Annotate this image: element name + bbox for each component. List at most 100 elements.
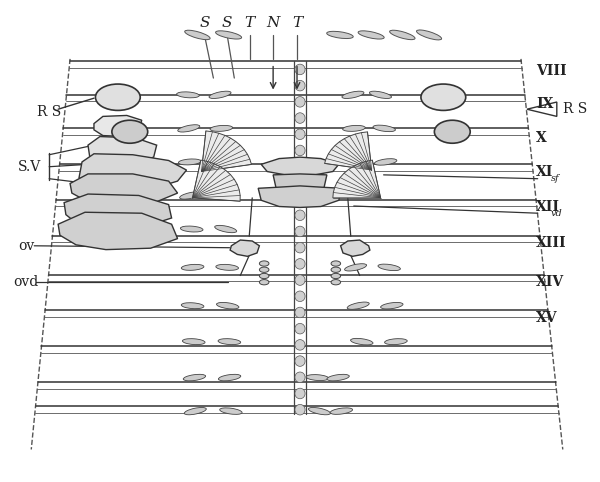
Ellipse shape: [218, 375, 241, 381]
Ellipse shape: [389, 30, 415, 40]
Text: vd: vd: [551, 209, 563, 218]
Ellipse shape: [331, 280, 341, 285]
Text: ovd: ovd: [13, 275, 38, 289]
Text: S: S: [222, 16, 232, 30]
Ellipse shape: [295, 194, 305, 204]
Ellipse shape: [95, 84, 140, 110]
Ellipse shape: [344, 159, 366, 165]
Ellipse shape: [295, 226, 305, 237]
Polygon shape: [527, 102, 557, 116]
Ellipse shape: [380, 302, 403, 309]
Polygon shape: [88, 136, 157, 163]
Ellipse shape: [373, 125, 395, 132]
Text: N: N: [266, 16, 280, 30]
Ellipse shape: [177, 91, 199, 98]
Ellipse shape: [259, 280, 269, 285]
Ellipse shape: [179, 192, 202, 199]
Ellipse shape: [308, 407, 331, 415]
Ellipse shape: [295, 210, 305, 221]
Ellipse shape: [217, 303, 239, 308]
Text: sf: sf: [551, 174, 559, 183]
Ellipse shape: [183, 375, 206, 381]
Ellipse shape: [295, 275, 305, 285]
Polygon shape: [58, 212, 178, 250]
Ellipse shape: [331, 267, 341, 272]
Ellipse shape: [216, 265, 238, 270]
Ellipse shape: [218, 338, 241, 345]
Text: XV: XV: [536, 311, 557, 325]
Ellipse shape: [185, 30, 210, 40]
Ellipse shape: [330, 408, 353, 415]
Text: XII: XII: [536, 201, 560, 214]
Ellipse shape: [295, 113, 305, 123]
Ellipse shape: [331, 261, 341, 266]
Ellipse shape: [295, 340, 305, 350]
Text: S.V: S.V: [18, 160, 41, 174]
Text: XIV: XIV: [536, 275, 564, 289]
Polygon shape: [79, 154, 187, 189]
Polygon shape: [202, 131, 251, 172]
Ellipse shape: [385, 338, 407, 345]
Polygon shape: [230, 240, 259, 256]
Ellipse shape: [295, 404, 305, 415]
Ellipse shape: [434, 120, 470, 143]
Ellipse shape: [184, 407, 206, 415]
Ellipse shape: [295, 129, 305, 139]
Ellipse shape: [215, 226, 236, 233]
Polygon shape: [333, 160, 380, 198]
Ellipse shape: [295, 145, 305, 156]
Polygon shape: [273, 174, 327, 190]
Ellipse shape: [178, 125, 200, 132]
Text: ov: ov: [18, 239, 34, 253]
Ellipse shape: [181, 226, 203, 233]
Ellipse shape: [369, 92, 392, 98]
Ellipse shape: [259, 261, 269, 266]
Ellipse shape: [181, 303, 204, 308]
Text: XI: XI: [536, 164, 553, 178]
Text: R S: R S: [37, 105, 61, 119]
Ellipse shape: [295, 64, 305, 75]
Ellipse shape: [295, 259, 305, 269]
Ellipse shape: [212, 158, 234, 166]
Ellipse shape: [307, 374, 328, 381]
Ellipse shape: [112, 120, 148, 143]
Ellipse shape: [416, 30, 442, 40]
Ellipse shape: [295, 242, 305, 253]
Text: XIII: XIII: [536, 236, 566, 250]
Ellipse shape: [378, 264, 400, 271]
Ellipse shape: [295, 356, 305, 366]
Ellipse shape: [183, 338, 205, 345]
Text: R S: R S: [563, 102, 587, 116]
Polygon shape: [341, 240, 370, 256]
Ellipse shape: [295, 80, 305, 91]
Ellipse shape: [374, 159, 397, 165]
Text: IX: IX: [536, 97, 553, 111]
Polygon shape: [70, 174, 178, 203]
Ellipse shape: [295, 291, 305, 302]
Ellipse shape: [295, 177, 305, 188]
Polygon shape: [193, 160, 240, 201]
Polygon shape: [94, 116, 142, 136]
Ellipse shape: [350, 339, 373, 345]
Ellipse shape: [341, 92, 364, 98]
Ellipse shape: [344, 265, 367, 270]
Text: VIII: VIII: [536, 64, 566, 78]
Ellipse shape: [327, 31, 353, 39]
Ellipse shape: [347, 302, 370, 309]
Ellipse shape: [211, 125, 232, 132]
Ellipse shape: [259, 273, 269, 279]
Ellipse shape: [213, 192, 235, 199]
Ellipse shape: [295, 307, 305, 318]
Ellipse shape: [295, 323, 305, 334]
Ellipse shape: [181, 265, 204, 270]
Polygon shape: [64, 194, 172, 229]
Ellipse shape: [327, 375, 349, 381]
Polygon shape: [261, 157, 339, 176]
Ellipse shape: [220, 407, 242, 415]
Ellipse shape: [343, 125, 365, 132]
Polygon shape: [258, 186, 342, 207]
Ellipse shape: [331, 273, 341, 279]
Polygon shape: [325, 132, 371, 170]
Ellipse shape: [295, 372, 305, 383]
Ellipse shape: [295, 161, 305, 172]
